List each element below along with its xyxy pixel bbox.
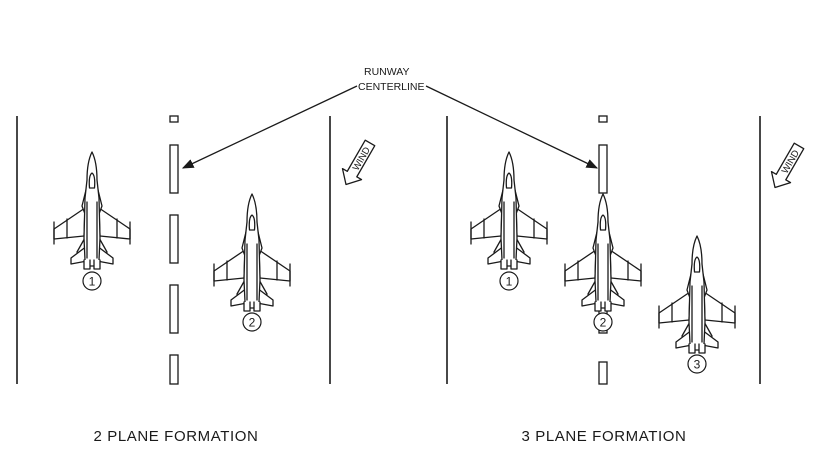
wind-arrow-icon — [770, 142, 805, 189]
aircraft-1-number: 1 — [506, 275, 513, 289]
callout-label-line2: CENTERLINE — [358, 81, 425, 93]
aircraft-2: 2 — [213, 193, 291, 332]
wind-arrow-icon — [341, 139, 376, 186]
aircraft-1: 1 — [470, 151, 548, 291]
callout-label-line1: RUNWAY — [364, 66, 410, 78]
aircraft-1-marker — [499, 271, 519, 291]
wind-indicator: WIND — [770, 142, 805, 189]
aircraft-2-number: 2 — [249, 316, 256, 330]
aircraft-2: 2 — [564, 193, 642, 332]
aircraft-3-marker — [687, 354, 707, 374]
aircraft-2-marker — [242, 312, 262, 332]
aircraft-3: 3 — [658, 235, 736, 374]
aircraft-3-number: 3 — [694, 358, 701, 372]
panel-2-plane-formation: WIND 1 2 2 PLANE FORMATION — [16, 115, 376, 445]
callout-arrow-left — [181, 85, 358, 169]
caption-2-plane-formation: 2 PLANE FORMATION — [94, 428, 259, 445]
aircraft-1-marker — [82, 271, 102, 291]
callout-arrow-right — [425, 85, 599, 169]
caption-3-plane-formation: 3 PLANE FORMATION — [522, 428, 687, 445]
aircraft-2-number: 2 — [600, 316, 607, 330]
aircraft-1-number: 1 — [89, 275, 96, 289]
aircraft-1: 1 — [53, 151, 131, 291]
wind-indicator: WIND — [341, 139, 376, 186]
aircraft-2-marker — [593, 312, 613, 332]
panel-3-plane-formation: WIND 1 2 3 3 PLANE FORMATION — [446, 115, 805, 445]
runway-centerline — [169, 115, 179, 385]
